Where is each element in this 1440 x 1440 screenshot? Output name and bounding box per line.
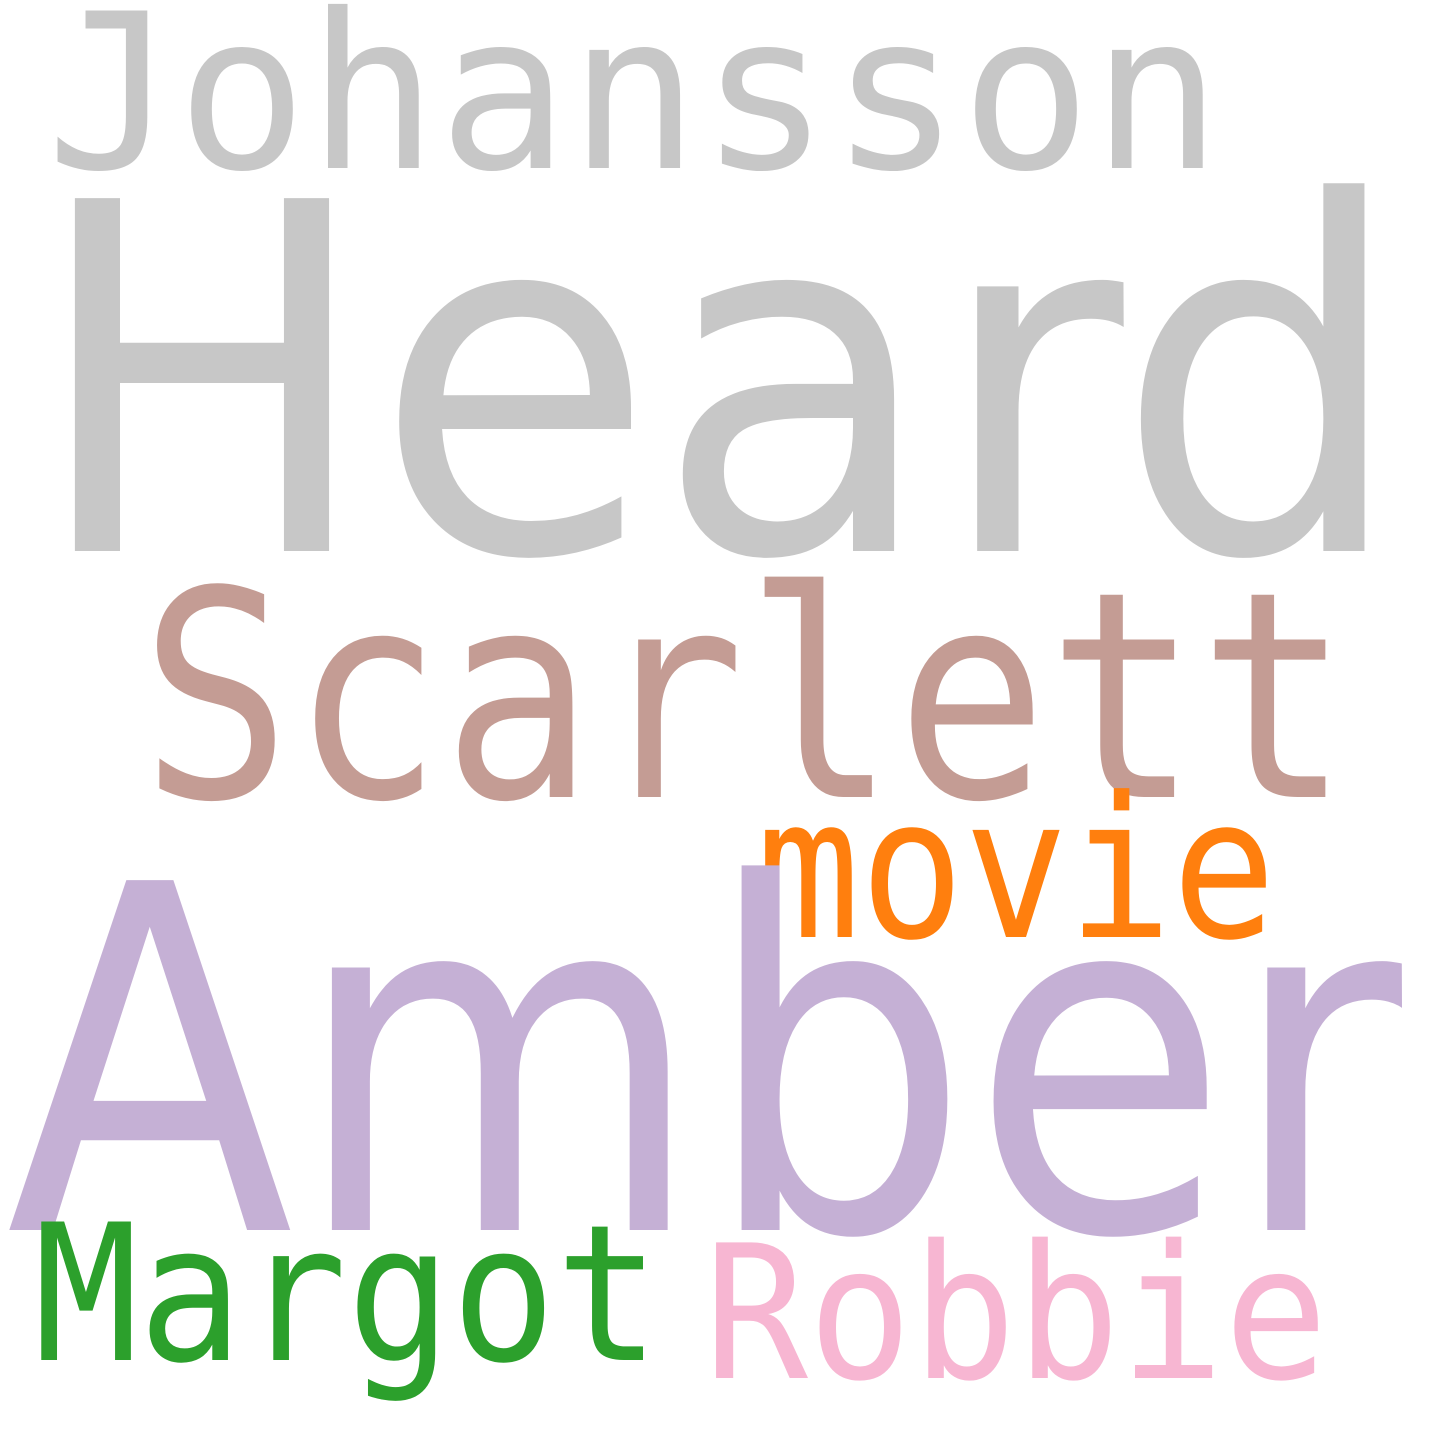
word-johansson: Johansson — [46, 0, 1222, 219]
word-heard: Heard — [30, 103, 1406, 666]
word-movie: movie — [756, 756, 1276, 984]
word-scarlett: Scarlett — [140, 530, 1350, 865]
word-amber: Amber — [6, 785, 1407, 1344]
word-margot: Margot — [34, 1184, 660, 1405]
word-robbie: Robbie — [704, 1205, 1328, 1422]
